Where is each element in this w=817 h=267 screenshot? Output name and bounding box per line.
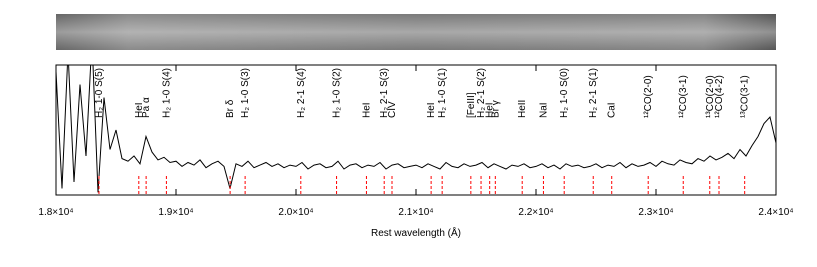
x-tick-label: 1.8×10⁴ bbox=[38, 207, 73, 218]
spectrum-line bbox=[56, 65, 776, 193]
line-label: H₂ 2-1 S(1) bbox=[588, 68, 599, 118]
line-label: H₂ 2-1 S(3) bbox=[379, 68, 390, 118]
x-tick-label: 1.9×10⁴ bbox=[158, 207, 193, 218]
line-label: CIV bbox=[387, 101, 398, 118]
line-label: CaI bbox=[607, 102, 618, 118]
line-label: ¹²CO(4-2) bbox=[714, 75, 725, 118]
line-label: ¹³CO(3-1) bbox=[740, 75, 751, 118]
line-label: H₂ 1-0 S(5) bbox=[94, 68, 105, 118]
x-axis-label: Rest wavelength (Å) bbox=[371, 226, 461, 239]
line-label: Pa α bbox=[141, 97, 152, 118]
x-tick-label: 2.4×10⁴ bbox=[758, 207, 793, 218]
line-label: H₂ 2-1 S(4) bbox=[296, 68, 307, 118]
line-label: H₂ 1-0 S(1) bbox=[437, 68, 448, 118]
line-label: H₂ 1-0 S(2) bbox=[332, 68, 343, 118]
x-tick-label: 2.0×10⁴ bbox=[278, 207, 313, 218]
line-label: Br δ bbox=[225, 99, 236, 118]
x-tick-label: 2.3×10⁴ bbox=[638, 207, 673, 218]
line-label: H₂ 1-0 S(4) bbox=[161, 68, 172, 118]
line-label: ¹²CO(3-1) bbox=[678, 75, 689, 118]
line-label: HeII bbox=[517, 100, 528, 118]
line-label: H₂ 2-1 S(2) bbox=[476, 68, 487, 118]
spectrum-image bbox=[56, 14, 776, 50]
x-tick-label: 2.2×10⁴ bbox=[518, 207, 553, 218]
line-label: ¹³CO(2-0) bbox=[705, 75, 716, 118]
line-label: ¹²CO(2-0) bbox=[643, 75, 654, 118]
line-label: HeI bbox=[485, 102, 496, 118]
plot-area bbox=[56, 65, 776, 193]
line-label: NaI bbox=[538, 102, 549, 118]
line-label: HeI bbox=[134, 102, 145, 118]
line-label: H₂ 1-0 S(3) bbox=[240, 68, 251, 118]
line-label: Br γ bbox=[490, 100, 501, 118]
line-label: HeI bbox=[426, 102, 437, 118]
line-label: HeI bbox=[361, 102, 372, 118]
x-tick-label: 2.1×10⁴ bbox=[398, 207, 433, 218]
line-label: [FeIII] bbox=[466, 92, 477, 118]
line-label: H₂ 1-0 S(0) bbox=[559, 68, 570, 118]
